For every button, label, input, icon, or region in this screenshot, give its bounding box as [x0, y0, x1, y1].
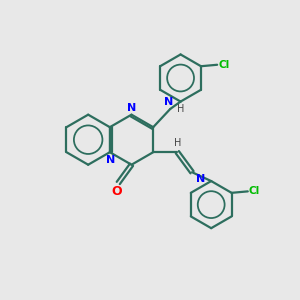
Text: O: O [112, 185, 122, 198]
Text: N: N [127, 103, 136, 113]
Text: Cl: Cl [218, 60, 230, 70]
Text: N: N [164, 97, 173, 107]
Text: N: N [196, 174, 205, 184]
Text: Cl: Cl [249, 186, 260, 197]
Text: H: H [177, 104, 184, 114]
Text: H: H [174, 138, 182, 148]
Text: N: N [106, 154, 115, 165]
